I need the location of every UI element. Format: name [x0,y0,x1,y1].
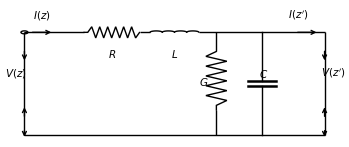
Text: $G$: $G$ [199,76,209,88]
Text: $I(z')$: $I(z')$ [288,9,309,22]
Text: $R$: $R$ [107,48,116,60]
Text: $L$: $L$ [171,48,178,60]
Text: $I(z)$: $I(z)$ [33,9,51,22]
Text: $V(z')$: $V(z')$ [321,67,346,80]
Text: $C$: $C$ [259,67,268,80]
Text: $V(z)$: $V(z)$ [5,67,27,80]
